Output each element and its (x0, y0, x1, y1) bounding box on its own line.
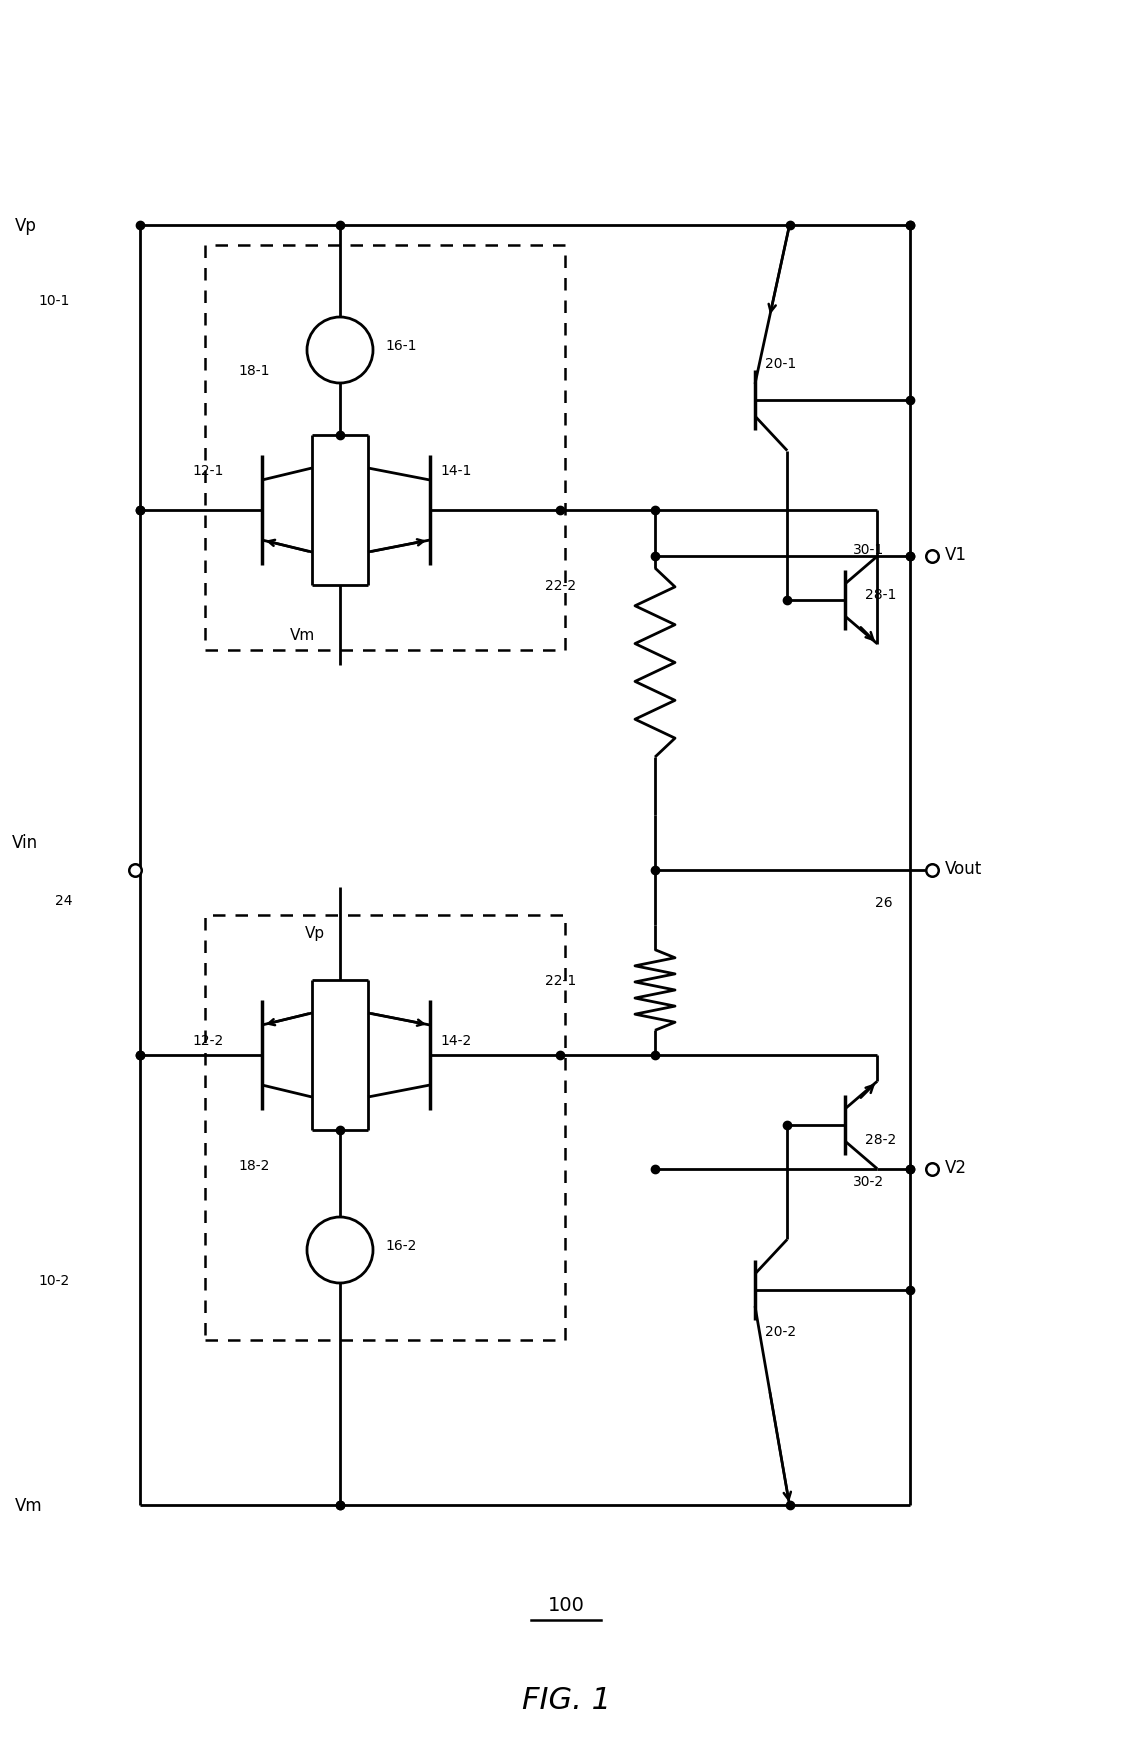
Text: Vout: Vout (945, 860, 983, 878)
Text: 22-2: 22-2 (544, 579, 576, 593)
Bar (205, 246, 565, 651)
Text: 20-2: 20-2 (765, 1325, 796, 1339)
Circle shape (307, 1218, 374, 1283)
Text: 100: 100 (548, 1595, 584, 1615)
Bar (205, 916, 565, 1341)
Text: 12-1: 12-1 (192, 463, 223, 477)
Text: 28-1: 28-1 (865, 588, 897, 602)
Text: 18-2: 18-2 (238, 1158, 269, 1172)
Text: 14-1: 14-1 (440, 463, 471, 477)
Text: 22-1: 22-1 (544, 974, 576, 988)
Text: 16-1: 16-1 (385, 339, 417, 353)
Text: V2: V2 (945, 1158, 967, 1176)
Text: 26: 26 (875, 895, 893, 909)
Text: Vp: Vp (305, 927, 325, 941)
Text: 18-1: 18-1 (238, 363, 269, 377)
Text: FIG. 1: FIG. 1 (522, 1685, 610, 1715)
Text: 10-2: 10-2 (38, 1274, 69, 1286)
Text: 10-1: 10-1 (38, 293, 69, 307)
Text: Vm: Vm (15, 1497, 43, 1515)
Text: Vp: Vp (15, 218, 37, 235)
Text: V1: V1 (945, 546, 967, 563)
Text: Vin: Vin (12, 834, 38, 851)
Text: Vm: Vm (290, 628, 315, 642)
Text: 24: 24 (55, 893, 72, 907)
Text: 16-2: 16-2 (385, 1239, 417, 1253)
Text: 30-2: 30-2 (854, 1174, 884, 1188)
Circle shape (307, 318, 374, 384)
Text: 20-1: 20-1 (765, 356, 796, 370)
Text: 30-1: 30-1 (854, 542, 884, 556)
Text: 28-2: 28-2 (865, 1132, 897, 1146)
Text: 12-2: 12-2 (192, 1034, 223, 1048)
Text: 14-2: 14-2 (440, 1034, 471, 1048)
